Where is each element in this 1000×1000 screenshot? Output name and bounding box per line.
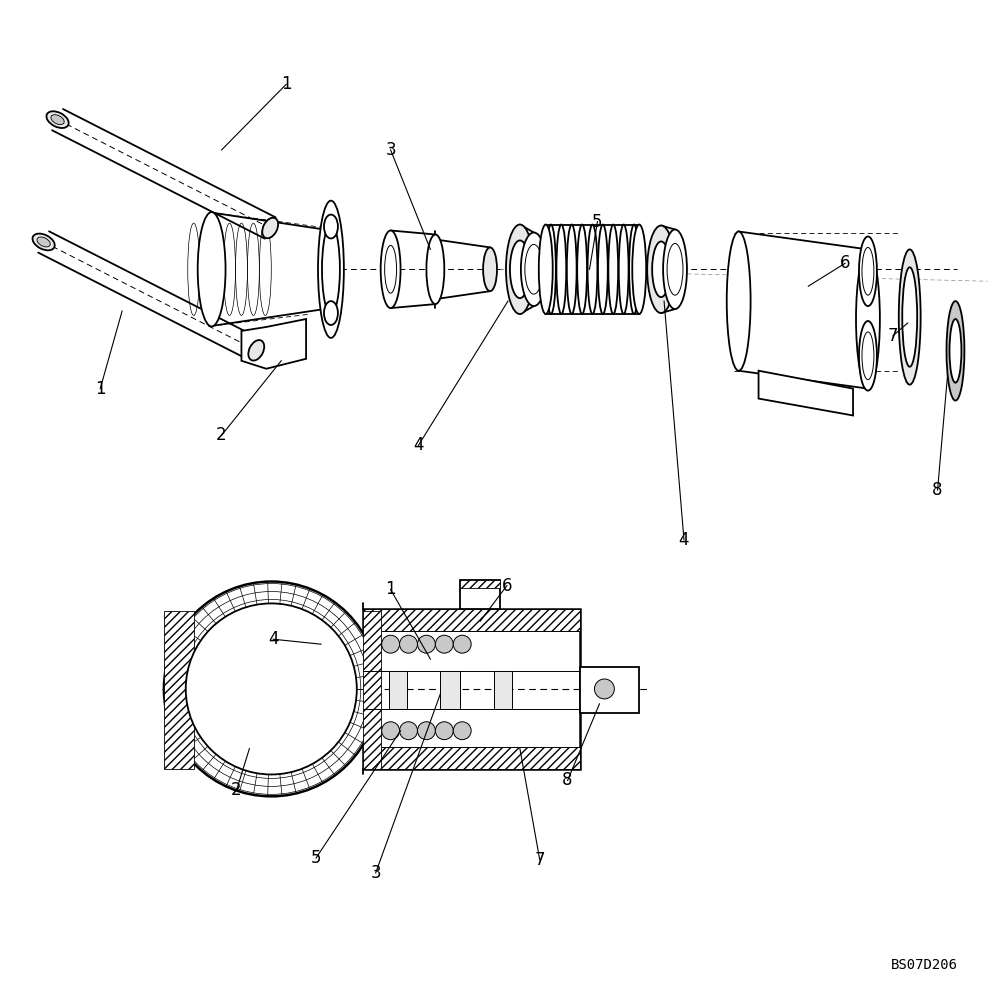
Polygon shape <box>241 319 306 369</box>
Text: 4: 4 <box>268 630 279 648</box>
Ellipse shape <box>899 249 921 385</box>
Ellipse shape <box>198 212 226 326</box>
Ellipse shape <box>902 267 917 367</box>
Ellipse shape <box>632 225 646 314</box>
Ellipse shape <box>588 225 597 314</box>
Circle shape <box>435 722 453 740</box>
Ellipse shape <box>647 226 675 313</box>
Text: 1: 1 <box>385 580 396 598</box>
Bar <box>494 671 512 709</box>
Circle shape <box>594 679 614 699</box>
Text: 6: 6 <box>840 254 850 272</box>
Ellipse shape <box>483 247 497 291</box>
Circle shape <box>186 603 357 774</box>
Ellipse shape <box>324 301 338 325</box>
Polygon shape <box>739 232 868 389</box>
Ellipse shape <box>567 225 577 314</box>
Ellipse shape <box>556 225 566 314</box>
Polygon shape <box>759 371 853 415</box>
Ellipse shape <box>859 321 877 391</box>
Bar <box>363 609 580 769</box>
Ellipse shape <box>727 232 751 371</box>
Ellipse shape <box>577 225 587 314</box>
Text: 3: 3 <box>370 864 381 882</box>
Circle shape <box>382 722 400 740</box>
Ellipse shape <box>619 225 629 314</box>
Circle shape <box>453 635 471 653</box>
Ellipse shape <box>37 237 50 247</box>
Circle shape <box>417 722 435 740</box>
Text: 3: 3 <box>385 141 396 159</box>
Circle shape <box>164 582 379 796</box>
Ellipse shape <box>510 240 530 298</box>
Text: 2: 2 <box>216 426 227 444</box>
Polygon shape <box>460 580 500 588</box>
Ellipse shape <box>426 234 444 304</box>
Text: BS07D206: BS07D206 <box>890 958 957 972</box>
Polygon shape <box>363 747 580 768</box>
Bar <box>541 223 644 316</box>
Circle shape <box>453 722 471 740</box>
Ellipse shape <box>33 234 55 250</box>
Circle shape <box>400 635 417 653</box>
Circle shape <box>382 635 400 653</box>
Text: 6: 6 <box>502 577 512 595</box>
Text: 7: 7 <box>888 327 898 345</box>
Ellipse shape <box>324 215 338 238</box>
Ellipse shape <box>539 225 553 314</box>
Circle shape <box>417 635 435 653</box>
Ellipse shape <box>856 250 880 388</box>
Bar <box>460 580 500 609</box>
Text: 1: 1 <box>281 75 292 93</box>
Ellipse shape <box>629 225 639 314</box>
Polygon shape <box>164 611 194 768</box>
Bar <box>389 671 407 709</box>
Text: 1: 1 <box>95 380 106 398</box>
Ellipse shape <box>947 301 964 401</box>
Text: 4: 4 <box>413 436 424 454</box>
Bar <box>440 671 460 709</box>
Ellipse shape <box>663 230 687 309</box>
Text: 7: 7 <box>535 851 545 869</box>
Ellipse shape <box>262 218 278 238</box>
Polygon shape <box>363 609 580 631</box>
Ellipse shape <box>546 225 556 314</box>
Ellipse shape <box>608 225 618 314</box>
Text: 5: 5 <box>311 849 321 867</box>
Ellipse shape <box>521 232 547 306</box>
Text: 8: 8 <box>562 771 573 789</box>
Polygon shape <box>363 611 381 768</box>
Ellipse shape <box>46 111 69 128</box>
Ellipse shape <box>598 225 608 314</box>
Circle shape <box>400 722 417 740</box>
Text: 5: 5 <box>592 213 603 231</box>
Ellipse shape <box>506 225 534 314</box>
Ellipse shape <box>949 319 961 383</box>
Ellipse shape <box>859 236 877 306</box>
Text: 4: 4 <box>679 531 689 549</box>
Text: 8: 8 <box>932 481 943 499</box>
Ellipse shape <box>318 201 344 338</box>
Text: 2: 2 <box>231 781 242 799</box>
Ellipse shape <box>381 231 401 308</box>
Bar <box>580 667 639 713</box>
Ellipse shape <box>51 115 64 125</box>
Circle shape <box>435 635 453 653</box>
Ellipse shape <box>248 340 264 361</box>
Ellipse shape <box>652 241 670 297</box>
